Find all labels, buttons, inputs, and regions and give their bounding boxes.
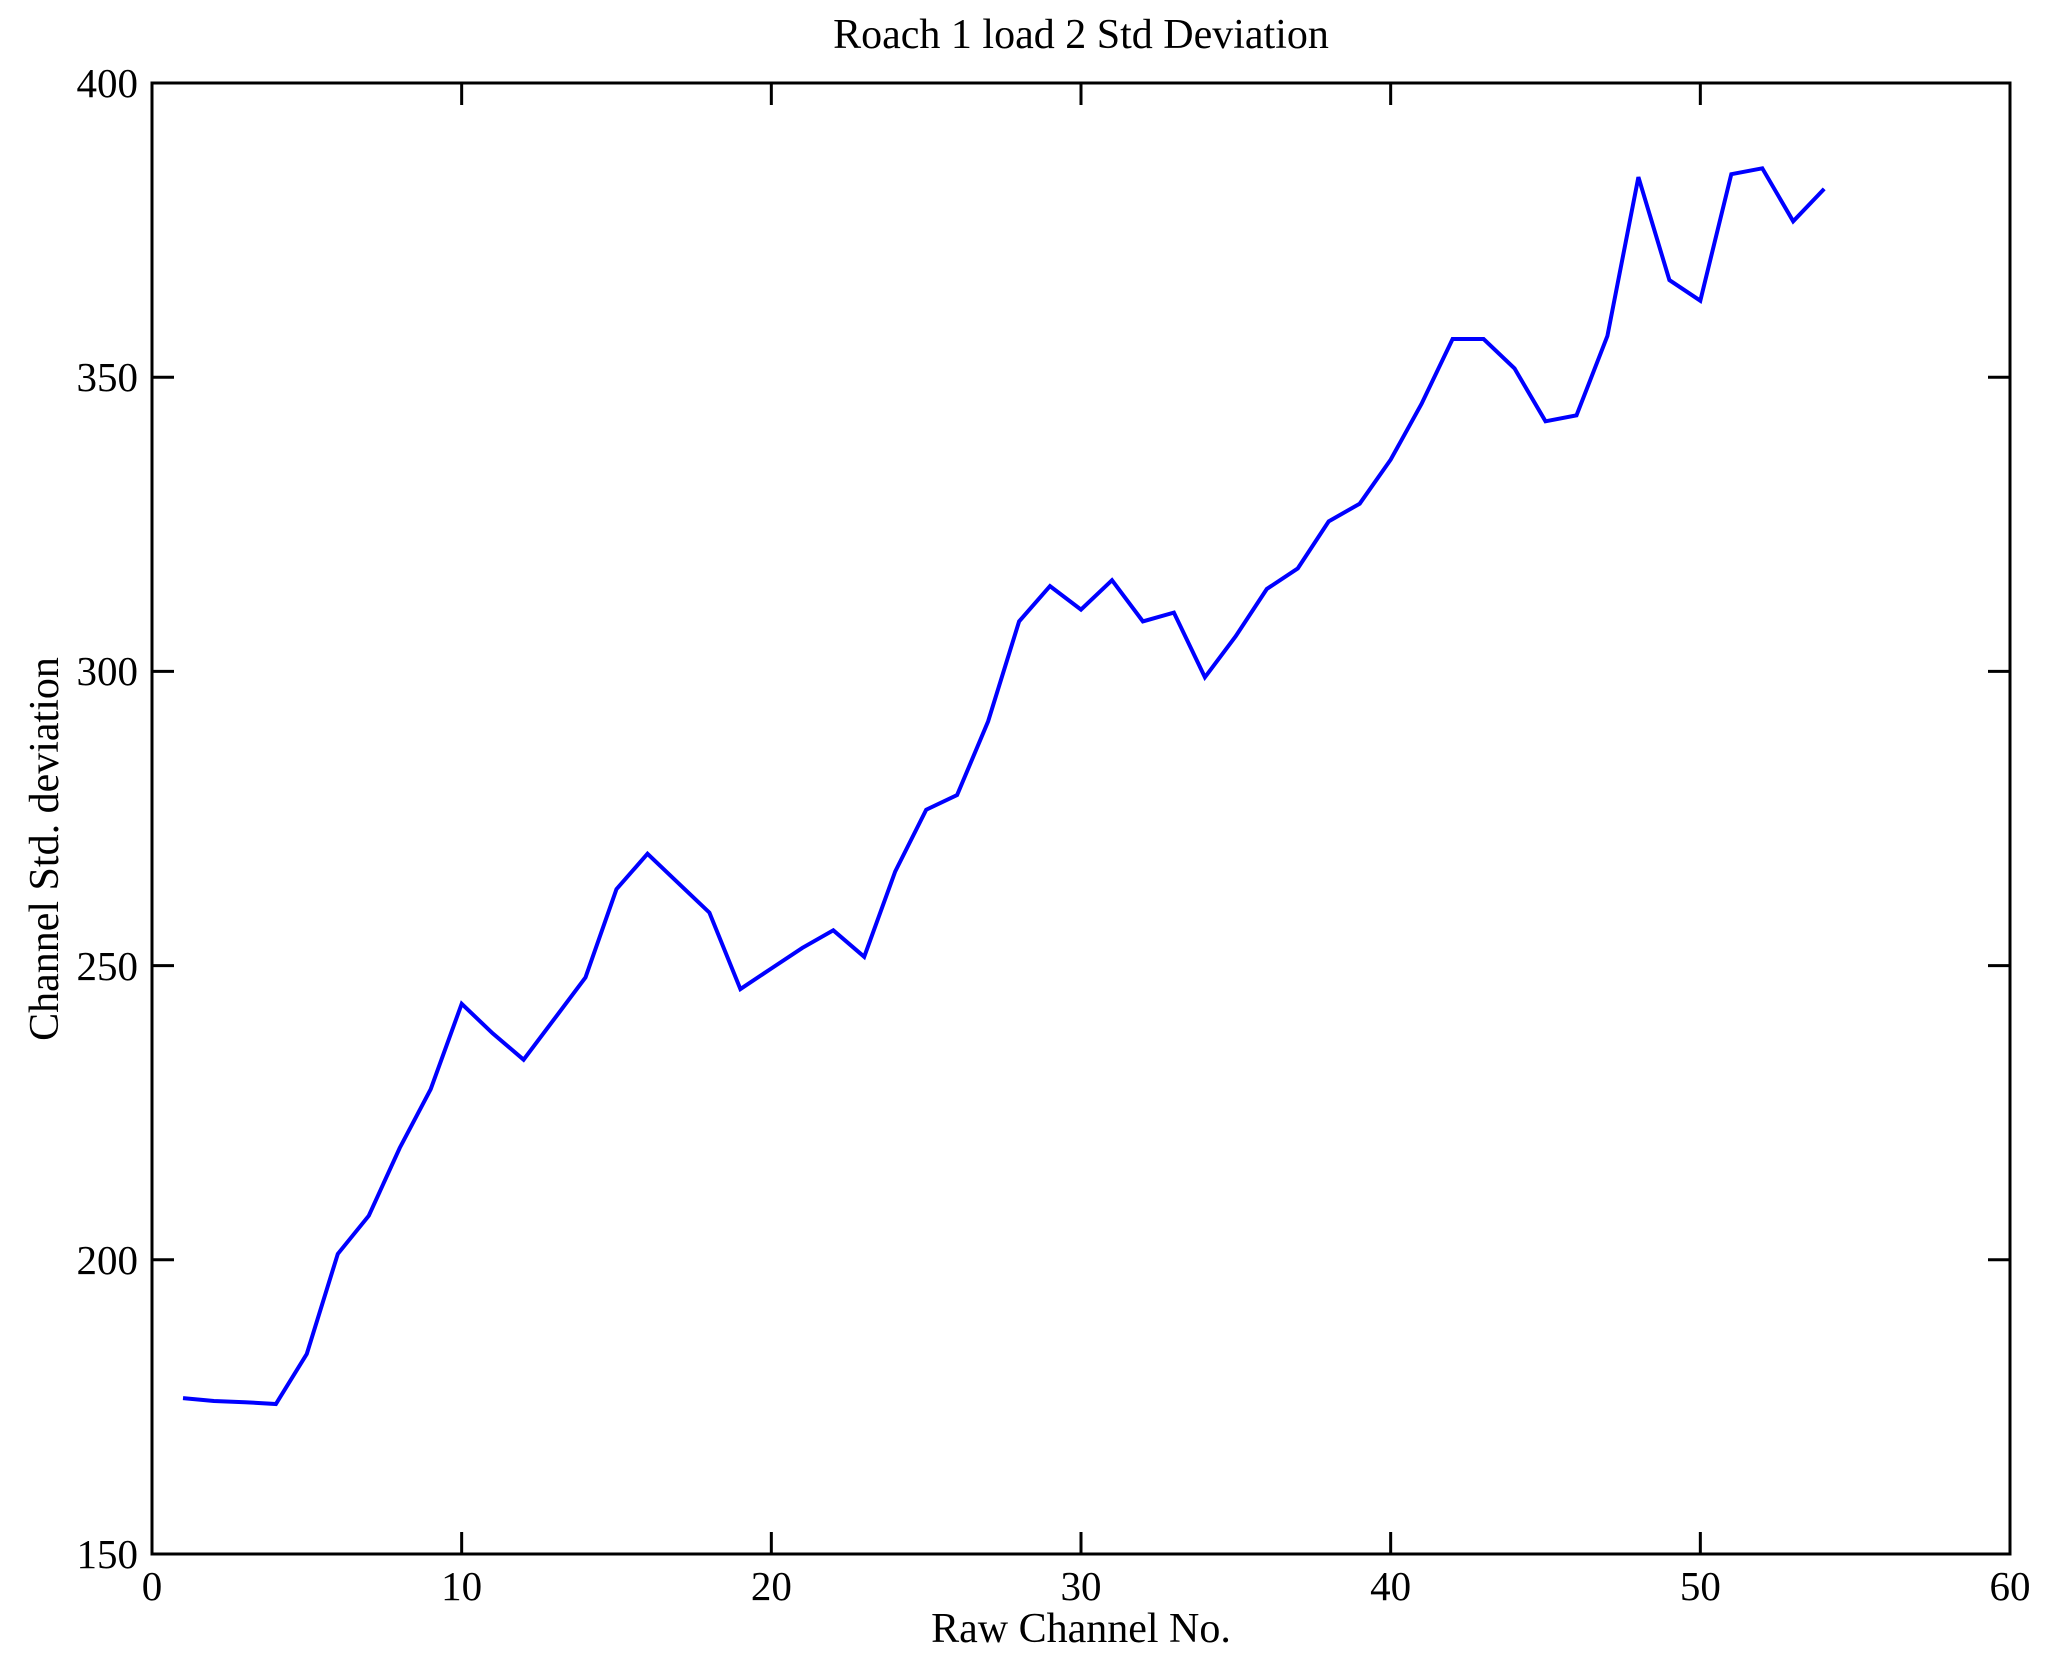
data-line — [182, 166, 1826, 1407]
x-tick-label: 40 — [1370, 1563, 1412, 1609]
y-axis-label: Channel Std. deviation — [22, 657, 68, 1041]
y-tick-label: 350 — [76, 354, 139, 401]
chart-title: Roach 1 load 2 Std Deviation — [833, 12, 1329, 58]
y-tick-label: 250 — [76, 942, 139, 989]
x-tick-label: 50 — [1679, 1563, 1721, 1609]
x-tick-label: 0 — [141, 1563, 163, 1609]
y-tick-label: 400 — [76, 60, 139, 106]
y-tick-label: 200 — [76, 1236, 139, 1283]
axes-frame — [150, 81, 2012, 1556]
x-tick-label: 30 — [1060, 1563, 1102, 1609]
x-tick-label: 10 — [441, 1563, 483, 1609]
x-axis-label: Raw Channel No. — [931, 1606, 1231, 1652]
y-tick-label: 150 — [76, 1531, 139, 1577]
x-tick-label: 60 — [1989, 1563, 2031, 1609]
y-tick-label: 300 — [76, 648, 139, 695]
x-tick-label: 20 — [750, 1563, 792, 1609]
